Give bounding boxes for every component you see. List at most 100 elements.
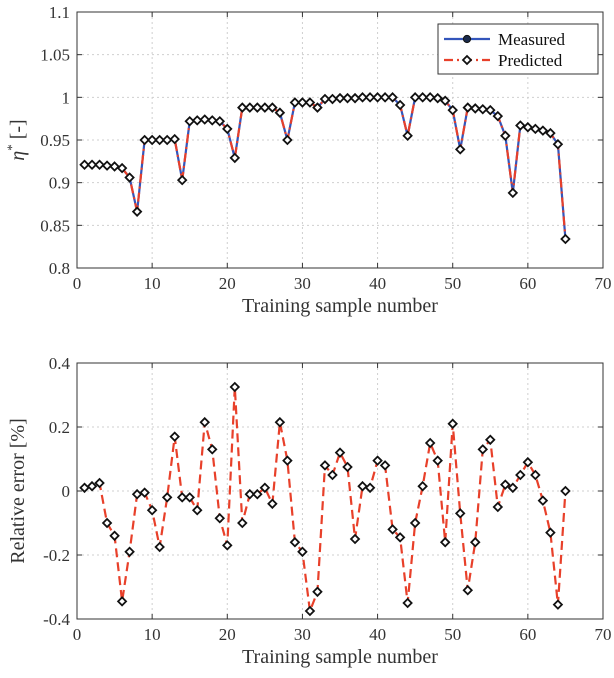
data-point xyxy=(297,97,308,108)
data-point xyxy=(485,434,496,446)
data-point xyxy=(454,508,466,519)
data-point xyxy=(515,120,526,131)
y-tick-label: 0.2 xyxy=(49,418,70,437)
x-tick-label: 10 xyxy=(144,274,161,293)
data-point xyxy=(244,488,256,500)
data-point xyxy=(417,480,428,492)
data-point xyxy=(131,488,143,500)
data-point xyxy=(267,498,278,510)
data-point xyxy=(161,134,173,146)
data-point xyxy=(131,206,143,217)
data-point xyxy=(379,92,391,103)
data-point xyxy=(237,102,248,113)
data-point xyxy=(289,536,301,548)
data-point xyxy=(319,460,331,471)
data-point xyxy=(334,447,346,458)
data-point xyxy=(364,482,376,494)
data-point xyxy=(319,93,331,105)
data-point xyxy=(109,161,120,172)
data-point xyxy=(342,461,353,473)
data-point xyxy=(349,533,361,545)
data-point xyxy=(447,104,458,116)
data-point xyxy=(237,517,248,529)
data-point xyxy=(304,97,316,108)
data-point xyxy=(176,492,188,503)
data-point xyxy=(154,541,165,553)
x-tick-label: 10 xyxy=(144,625,161,644)
data-point xyxy=(409,92,421,103)
data-point xyxy=(86,159,98,171)
data-point xyxy=(124,172,135,183)
data-point xyxy=(259,102,271,113)
x-tick-label: 60 xyxy=(519,625,536,644)
y-tick-label: 0 xyxy=(62,482,71,501)
data-point xyxy=(116,162,128,174)
data-point xyxy=(214,115,226,127)
x-tick-label: 40 xyxy=(369,274,386,293)
data-point xyxy=(552,138,564,150)
data-point xyxy=(469,103,481,114)
data-point xyxy=(432,92,443,104)
data-point xyxy=(492,110,504,122)
legend-label-measured: Measured xyxy=(498,30,566,49)
data-point xyxy=(364,92,376,103)
data-point xyxy=(507,187,519,199)
data-point xyxy=(402,130,413,142)
data-point xyxy=(252,488,263,500)
data-point xyxy=(169,133,180,145)
data-point xyxy=(146,134,158,146)
data-point xyxy=(229,152,241,164)
data-point xyxy=(191,504,203,516)
y-tick-label: -0.2 xyxy=(43,546,70,565)
data-point xyxy=(312,102,323,113)
data-point xyxy=(439,95,451,107)
data-point xyxy=(545,527,556,538)
data-point xyxy=(500,130,511,142)
data-point xyxy=(222,123,233,135)
data-point xyxy=(552,599,564,610)
data-point xyxy=(289,97,301,108)
data-point xyxy=(244,102,256,113)
data-point xyxy=(304,605,316,617)
x-tick-label: 20 xyxy=(219,274,236,293)
data-point xyxy=(522,121,534,133)
data-point xyxy=(394,532,406,543)
data-point xyxy=(462,102,474,113)
data-point xyxy=(94,477,105,489)
data-point xyxy=(469,536,481,548)
data-point xyxy=(116,596,128,607)
x-tick-label: 70 xyxy=(595,274,612,293)
data-point xyxy=(79,159,90,171)
x-tick-label: 40 xyxy=(369,625,386,644)
data-point xyxy=(409,517,421,529)
y-axis-label: η* [-] xyxy=(4,119,29,160)
data-point xyxy=(222,540,233,551)
data-point xyxy=(500,479,511,490)
data-point xyxy=(86,480,98,492)
y-tick-label: 1 xyxy=(62,88,71,107)
data-point xyxy=(199,416,211,428)
data-point xyxy=(267,102,278,113)
data-point xyxy=(432,455,443,466)
data-point xyxy=(191,115,203,126)
data-point xyxy=(139,487,150,498)
data-point xyxy=(507,482,519,494)
data-point xyxy=(169,431,180,442)
relative-error-panel: 0 10 20 30 40 50 60 70 -0.4 -0.2 0 0.2 0.4 Training s… xyxy=(7,354,612,668)
data-point xyxy=(184,492,195,503)
data-point xyxy=(199,114,211,125)
data-point xyxy=(184,115,195,127)
series-line-predicted xyxy=(84,386,567,612)
series-line-measured xyxy=(84,96,567,240)
x-tick-label: 20 xyxy=(219,625,236,644)
data-point xyxy=(530,469,541,481)
x-tick-label: 50 xyxy=(444,625,461,644)
legend-marker-measured xyxy=(462,34,472,44)
data-point xyxy=(387,92,398,103)
y-tick-label: 1.05 xyxy=(40,46,70,65)
data-point xyxy=(372,455,383,466)
y-axis-label: Relative error [%] xyxy=(7,418,29,563)
y-tick-label: 1.1 xyxy=(49,3,70,22)
data-point xyxy=(139,134,150,146)
